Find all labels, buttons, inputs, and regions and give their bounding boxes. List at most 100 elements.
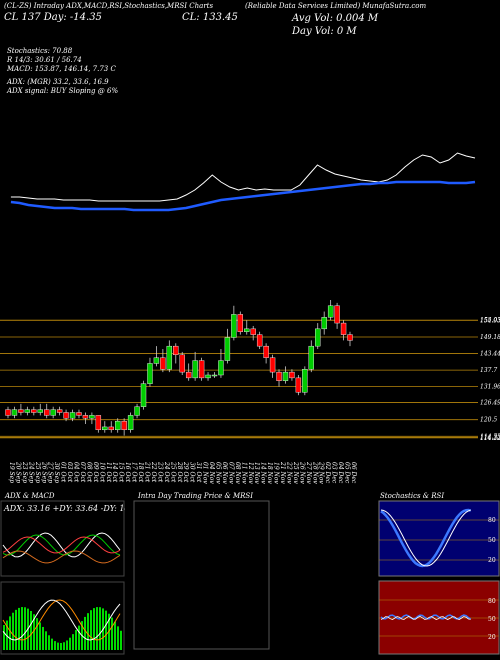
date-label: 09 Oct	[92, 462, 99, 483]
date-label: 25 Oct	[169, 461, 176, 483]
adx-panel-frame	[0, 500, 125, 577]
date-label: 18 Nov	[266, 462, 273, 484]
adx-value: ADX: (MGR) 33.2, 33.6, 16.9	[7, 78, 109, 86]
stochastics-value: Stochastics: 70.88	[7, 47, 73, 55]
price-level-label: 114.75	[480, 433, 500, 440]
date-label: 08 Oct	[85, 462, 92, 483]
header-company: (Reliable Data Services Limited) MunafaS…	[245, 2, 427, 10]
candle-body	[276, 371, 282, 381]
candle-body	[237, 314, 244, 332]
price-level-label: 155.03	[480, 317, 500, 324]
stoch-scale-label: 80	[488, 517, 496, 524]
candle-body	[114, 420, 121, 431]
header-day-vol: Day Vol: 0 M	[292, 26, 357, 37]
date-label: 03 Dec	[331, 462, 338, 484]
macd-bar	[57, 642, 59, 650]
candle-body	[102, 426, 108, 431]
adx-macd-panel: ADX: 33.16 +DY: 33.64 -DY: 16.89	[0, 500, 125, 655]
macd-bar	[9, 616, 11, 650]
macd-bar	[90, 610, 92, 650]
price-level-label: 126.49	[480, 399, 500, 406]
date-label: 07 Oct	[79, 462, 86, 483]
candle-body	[37, 409, 43, 413]
date-label: 01 Nov	[202, 462, 209, 484]
date-label: 03 Oct	[66, 462, 73, 483]
adx-macd-header: ADX & MACD	[5, 492, 55, 500]
candle-body	[121, 420, 127, 431]
candle-body	[250, 328, 256, 335]
candle-body	[244, 328, 250, 332]
date-label: 06 Dec	[350, 462, 357, 484]
candle-body	[218, 360, 224, 376]
macd-bar	[39, 622, 41, 650]
macd-bar	[18, 607, 20, 650]
date-label: 24 Oct	[163, 461, 170, 483]
adx-title: ADX: 33.16 +DY: 33.64 -DY: 16.89	[3, 504, 125, 513]
mrsi-line	[380, 616, 471, 620]
date-label: 19 Sep	[8, 462, 15, 483]
macd-bar	[96, 607, 98, 650]
macd-bar	[45, 631, 47, 650]
macd-bar	[12, 612, 14, 650]
date-label: 04 Oct	[73, 462, 80, 483]
candle-body	[327, 305, 334, 318]
candle-body	[5, 409, 11, 416]
candle-body	[82, 415, 89, 419]
date-label: 21 Oct	[144, 461, 151, 483]
date-label: 29 Oct	[182, 461, 189, 483]
macd-bar	[66, 640, 68, 650]
date-label: 12 Nov	[247, 462, 254, 484]
candle-body	[108, 426, 114, 431]
date-label: 14 Nov	[260, 462, 267, 484]
candle-body	[308, 345, 314, 370]
r-value: R 14/3: 30.61 / 56.74	[7, 56, 82, 64]
date-label: 26 Nov	[298, 461, 305, 484]
date-label: 19 Nov	[273, 462, 280, 484]
price-level-label: 143.44	[480, 351, 500, 358]
stochastic-line	[10, 152, 476, 202]
candle-body	[24, 409, 31, 413]
macd-bar	[21, 607, 23, 650]
header-title: (CL-ZS) Intraday ADX,MACD,RSI,Stochastic…	[4, 2, 214, 10]
price-level-label: 114.33	[480, 435, 500, 442]
date-label: 05 Nov	[214, 462, 221, 484]
candle-body	[89, 415, 95, 419]
date-label: 30 Sep	[53, 462, 60, 483]
date-label: 20 Sep	[14, 461, 21, 483]
candle-body	[127, 415, 134, 431]
candle-body	[231, 314, 237, 338]
date-label: 25 Sep	[34, 461, 41, 483]
candlesticks	[5, 300, 353, 436]
macd-bar	[99, 607, 101, 650]
candle-body	[347, 334, 353, 341]
moving-average-line	[10, 180, 476, 212]
rsi-lines: 80 50 20	[379, 598, 499, 641]
date-label: 17 Oct	[131, 462, 138, 483]
candle-body	[198, 360, 205, 379]
candle-body	[321, 317, 327, 330]
date-label: 13 Nov	[253, 462, 260, 484]
macd-bar	[33, 614, 35, 650]
date-label: 11 Nov	[240, 462, 247, 484]
candle-body	[11, 409, 18, 416]
macd-bar	[75, 630, 77, 650]
macd-bar	[84, 616, 86, 650]
candle-body	[269, 357, 276, 373]
date-label: 05 Dec	[344, 462, 351, 484]
candle-body	[263, 345, 269, 358]
candle-body	[205, 374, 211, 379]
date-label: 28 Oct	[176, 461, 183, 483]
date-label: 15 Oct	[118, 462, 125, 483]
candle-body	[50, 409, 56, 416]
macd-bar	[117, 626, 119, 650]
candle-body	[63, 412, 69, 419]
adx-series-line	[2, 536, 121, 554]
candle-body	[211, 374, 218, 377]
macd-bar	[3, 625, 5, 650]
price-level-lines	[0, 319, 478, 439]
macd-histogram	[2, 599, 122, 650]
macd-bar	[120, 630, 122, 650]
indicator-lines	[10, 152, 476, 212]
